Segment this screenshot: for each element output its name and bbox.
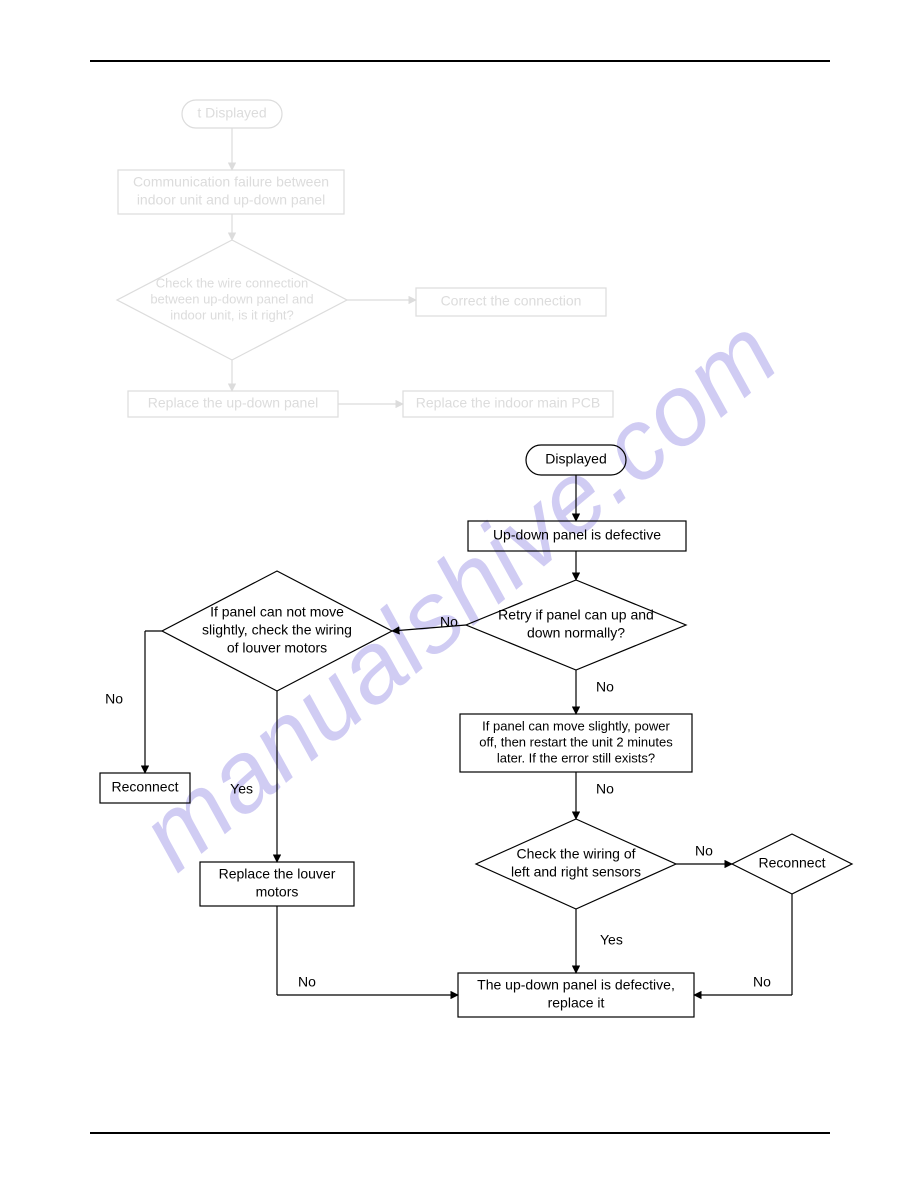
svg-text:Retry if panel can up and: Retry if panel can up and (498, 607, 654, 623)
svg-text:Reconnect: Reconnect (112, 779, 179, 795)
svg-text:later. If the error still exis: later. If the error still exists? (497, 750, 655, 765)
svg-text:If panel can move slightly, po: If panel can move slightly, power (482, 718, 670, 733)
svg-text:Reconnect: Reconnect (759, 855, 826, 871)
svg-text:off, then restart the unit 2 m: off, then restart the unit 2 minutes (479, 734, 673, 749)
flowchart-canvas: t Displayed Communication failure between… (0, 0, 918, 1188)
svg-text:No: No (695, 843, 713, 859)
svg-text:Up-down panel is defective: Up-down panel is defective (493, 527, 661, 543)
svg-text:indoor unit and up-down panel: indoor unit and up-down panel (137, 192, 325, 208)
svg-text:No: No (596, 781, 614, 797)
svg-text:Yes: Yes (600, 932, 623, 948)
svg-text:No: No (596, 679, 614, 695)
svg-text:between up-down panel and: between up-down panel and (150, 291, 313, 306)
svg-text:of louver motors: of louver motors (227, 640, 327, 656)
svg-text:Check the wire connection: Check the wire connection (156, 275, 308, 290)
svg-text:Displayed: Displayed (545, 451, 606, 467)
svg-text:Replace the louver: Replace the louver (219, 866, 336, 882)
svg-text:t Displayed: t Displayed (197, 105, 266, 121)
svg-text:Replace the indoor main PCB: Replace the indoor main PCB (416, 395, 600, 411)
svg-text:replace it: replace it (548, 995, 605, 1011)
svg-text:Correct the connection: Correct the connection (441, 293, 582, 309)
svg-text:No: No (105, 691, 123, 707)
svg-text:The up-down panel is defective: The up-down panel is defective, (477, 977, 675, 993)
svg-text:Communication failure between: Communication failure between (133, 174, 329, 190)
svg-text:Check the wiring of: Check the wiring of (516, 846, 635, 862)
svg-text:motors: motors (256, 884, 299, 900)
svg-text:No: No (753, 974, 771, 990)
svg-text:Replace the up-down panel: Replace the up-down panel (148, 395, 318, 411)
svg-text:indoor unit, is it right?: indoor unit, is it right? (170, 307, 294, 322)
svg-text:No: No (440, 614, 458, 630)
svg-text:down normally?: down normally? (527, 625, 625, 641)
svg-text:left and right sensors: left and right sensors (511, 864, 641, 880)
page: manualshive.com t DisplayedCommunication… (0, 0, 918, 1188)
svg-text:If panel can not move: If panel can not move (210, 604, 344, 620)
svg-text:Yes: Yes (230, 781, 253, 797)
svg-text:No: No (298, 974, 316, 990)
svg-text:slightly, check the wiring: slightly, check the wiring (202, 622, 352, 638)
